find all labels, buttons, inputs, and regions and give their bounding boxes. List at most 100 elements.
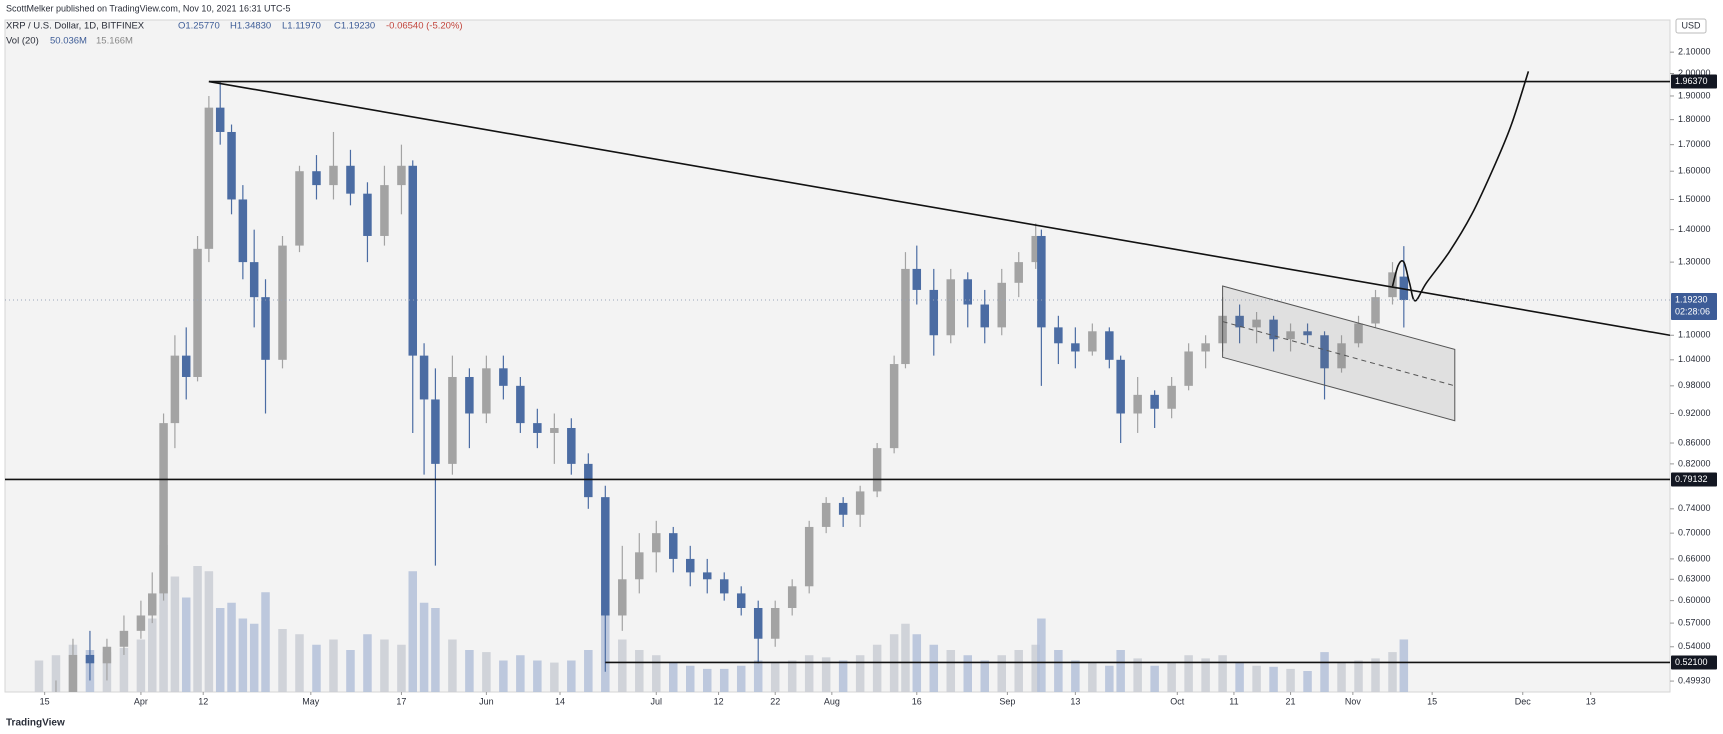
candle-body: [419, 355, 429, 400]
y-tick-label: 1.30000: [1678, 256, 1711, 266]
candle-body: [448, 376, 457, 464]
volume-bar: [821, 657, 831, 692]
brand: TradingView: [6, 718, 65, 729]
candle-body: [1184, 351, 1193, 386]
candle-body: [821, 502, 831, 527]
volume-bar: [533, 660, 542, 692]
volume-bar: [516, 655, 525, 692]
y-tick-label: 1.50000: [1678, 194, 1711, 204]
volume-bar: [51, 655, 61, 692]
candle-body: [482, 368, 491, 414]
volume-bar: [312, 644, 321, 692]
candle-body: [652, 533, 661, 553]
level-label: 0.79132: [1675, 474, 1708, 484]
x-tick-label: 17: [396, 696, 406, 706]
candle-body: [1320, 335, 1329, 369]
volume-bar: [702, 668, 712, 692]
x-tick-label: 12: [198, 696, 208, 706]
volume-bar: [431, 608, 440, 692]
candle-body: [1014, 262, 1023, 283]
volume-bar: [901, 623, 910, 692]
candle-body: [261, 297, 270, 360]
x-tick-label: 11: [1229, 696, 1238, 706]
plot-layer: [5, 71, 1670, 692]
volume-bar: [719, 668, 729, 692]
candle-body: [1269, 319, 1278, 340]
volume-bar: [686, 665, 695, 692]
candle-body: [227, 131, 236, 200]
volume-bar: [1303, 671, 1312, 692]
candle-body: [1150, 394, 1159, 409]
currency[interactable]: USD: [1681, 20, 1701, 30]
candle-body: [295, 171, 304, 246]
ohlc-value: L1.11970: [282, 21, 321, 32]
candle-body: [170, 355, 180, 424]
volume-bar: [1037, 618, 1046, 692]
candle-body: [119, 630, 129, 647]
trendline: [208, 80, 1670, 337]
y-tick-label: 0.98000: [1678, 380, 1711, 390]
x-tick-label: Aug: [824, 696, 840, 706]
candle-body: [946, 279, 956, 336]
candle-body: [1252, 319, 1261, 328]
volume-bar: [1286, 668, 1295, 692]
candle-body: [584, 463, 593, 498]
candle-body: [1286, 331, 1295, 340]
candle-body: [567, 428, 576, 464]
x-tick-label: 12: [714, 696, 724, 706]
volume-bar: [804, 655, 814, 692]
x-tick-label: 15: [40, 696, 50, 706]
volume-study: Vol (20): [6, 36, 39, 47]
candle-body: [1354, 323, 1363, 344]
candle-body: [431, 399, 440, 464]
candle-body: [702, 572, 712, 580]
volume-bar: [669, 662, 678, 692]
candle-body: [363, 193, 372, 236]
candle-body: [204, 107, 214, 249]
candle-body: [102, 646, 112, 664]
volume-bar: [204, 571, 214, 692]
volume-bar: [1031, 644, 1040, 692]
level-label: 0.52100: [1675, 657, 1708, 667]
candle-body: [901, 268, 910, 365]
candle-body: [1116, 359, 1125, 414]
x-tick-label: Apr: [134, 696, 148, 706]
y-tick-label: 0.82000: [1678, 458, 1711, 468]
level-label: 1.96370: [1675, 76, 1708, 86]
volume-bar: [1337, 662, 1346, 692]
candle-body: [1088, 331, 1097, 352]
x-tick-label: 15: [1427, 696, 1437, 706]
x-tick-label: 16: [912, 696, 922, 706]
volume-bar: [1354, 660, 1363, 692]
candle-body: [618, 579, 627, 616]
candle-body: [181, 355, 191, 377]
candle-body: [550, 428, 559, 433]
y-tick-label: 1.80000: [1678, 114, 1711, 124]
volume-bar: [1105, 665, 1114, 692]
projection-curve: [1391, 71, 1530, 302]
volume-bar: [170, 576, 180, 692]
candle-body: [997, 282, 1006, 328]
y-tick-label: 0.74000: [1678, 503, 1711, 513]
volume-bar: [1167, 662, 1176, 692]
volume-bar: [872, 644, 882, 692]
y-tick-label: 0.57000: [1678, 617, 1711, 627]
ohlc-value: -0.06540 (-5.20%): [386, 21, 463, 32]
volume-bar: [1184, 655, 1193, 692]
volume-bar: [1133, 658, 1142, 692]
x-tick-label: 14: [555, 696, 565, 706]
candle-body: [1071, 343, 1080, 352]
candle-body: [312, 171, 321, 186]
candle-body: [397, 165, 406, 186]
x-tick-label: Jun: [479, 696, 494, 706]
y-tick-label: 1.40000: [1678, 224, 1711, 234]
volume-bar: [227, 602, 236, 692]
candle-body: [465, 376, 474, 414]
volume-bar: [1235, 662, 1244, 692]
candle-body: [770, 607, 780, 639]
currency-box[interactable]: [1675, 18, 1707, 34]
volume-bar: [408, 571, 418, 692]
candle-body: [1054, 327, 1063, 344]
volume-bar: [261, 592, 270, 692]
volume-bar: [482, 652, 491, 692]
